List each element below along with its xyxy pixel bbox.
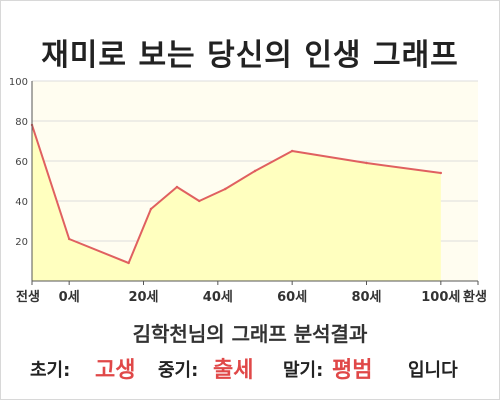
x-tick-label: 40세 xyxy=(203,290,233,305)
x-tick-label: 환생 xyxy=(463,289,487,305)
x-tick-label: 전생 xyxy=(16,289,40,305)
x-tick-label: 80세 xyxy=(351,290,381,305)
data-point xyxy=(253,169,257,173)
data-point xyxy=(290,149,294,153)
area-fill xyxy=(32,125,441,281)
analysis-subtitle: 김학천님의 그래프 분석결과 xyxy=(132,322,368,346)
late-label: 말기: xyxy=(283,360,324,381)
result-ending: 입니다 xyxy=(408,360,458,381)
data-point xyxy=(67,237,71,241)
data-point xyxy=(224,187,227,191)
y-tick-label: 20 xyxy=(15,237,28,248)
data-point xyxy=(127,261,130,265)
page-title: 재미로 보는 당신의 인생 그래프 xyxy=(41,38,459,73)
data-point xyxy=(149,207,153,211)
y-tick-label: 80 xyxy=(15,117,28,128)
early-label: 초기: xyxy=(30,360,71,381)
data-point xyxy=(198,199,201,203)
y-tick-label: 40 xyxy=(15,197,28,208)
data-point xyxy=(365,161,368,165)
data-point xyxy=(439,171,443,175)
x-tick-label: 20세 xyxy=(128,290,158,305)
x-tick-label: 100세 xyxy=(421,290,460,305)
analysis-result: 초기: 고생 중기: 출세 말기: 평범 입니다 xyxy=(0,350,500,383)
middle-label: 중기: xyxy=(158,360,199,381)
middle-value: 출세 xyxy=(213,358,254,383)
late-value: 평범 xyxy=(332,358,373,383)
x-tick-label: 0세 xyxy=(59,290,80,305)
x-tick-label: 60세 xyxy=(277,290,307,305)
early-value: 고생 xyxy=(95,358,136,383)
y-tick-label: 100 xyxy=(9,77,28,88)
data-point xyxy=(175,185,179,189)
y-tick-label: 60 xyxy=(15,157,28,168)
